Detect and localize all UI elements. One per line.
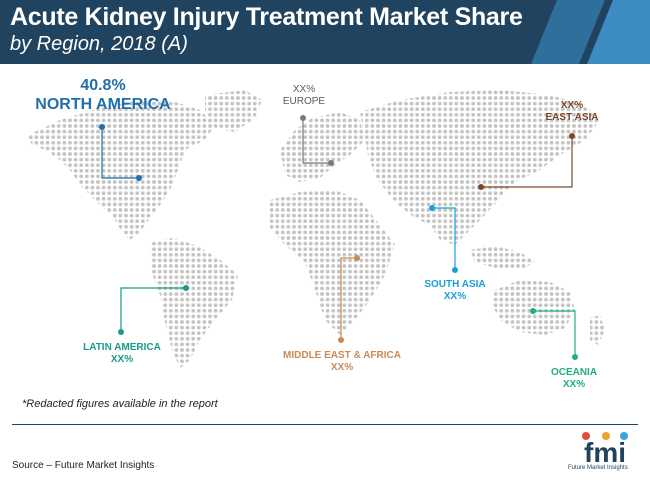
label-oceania: OCEANIA XX% bbox=[536, 367, 612, 391]
south-asia-marker bbox=[429, 205, 435, 211]
asia-landmass bbox=[360, 90, 600, 245]
africa-landmass bbox=[270, 190, 395, 335]
fmi-logo: fmi bbox=[566, 430, 644, 478]
south-asia-connector bbox=[432, 207, 456, 270]
north-america-landmass bbox=[28, 100, 215, 240]
east-asia-marker bbox=[478, 184, 484, 190]
north-america-connector bbox=[101, 127, 139, 179]
europe-landmass bbox=[280, 112, 365, 182]
latin-america-marker bbox=[118, 329, 124, 335]
logo-tagline: Future Market Insights bbox=[568, 465, 628, 471]
oceania-marker bbox=[530, 308, 536, 314]
oceania-landmass bbox=[492, 280, 575, 335]
east-asia-connector bbox=[481, 136, 573, 188]
south-asia-value: XX% bbox=[443, 291, 467, 302]
label-latin-america: LATIN AMERICA XX% bbox=[72, 342, 172, 366]
label-east-asia: XX% EAST ASIA bbox=[534, 100, 610, 124]
north-america-marker bbox=[136, 175, 142, 181]
oceania-value: XX% bbox=[562, 379, 586, 390]
north-america-marker bbox=[99, 124, 105, 130]
logo-dot bbox=[582, 432, 590, 440]
latin-america-value: XX% bbox=[110, 354, 134, 365]
north-america-name: NORTH AMERICA bbox=[35, 96, 171, 114]
divider bbox=[12, 424, 638, 425]
europe-name: EUROPE bbox=[282, 96, 326, 107]
source-text: Source – Future Market Insights bbox=[12, 460, 155, 471]
label-north-america: 40.8% NORTH AMERICA bbox=[30, 76, 176, 114]
new-zealand-landmass bbox=[590, 315, 605, 345]
europe-connector bbox=[302, 118, 331, 164]
europe-value: XX% bbox=[292, 84, 316, 95]
south-america-landmass bbox=[150, 238, 238, 368]
east-asia-marker bbox=[569, 133, 575, 139]
north-america-value: 40.8% bbox=[80, 77, 126, 94]
connectors bbox=[99, 115, 578, 360]
oceania-name: OCEANIA bbox=[550, 367, 598, 378]
redacted-note: *Redacted figures available in the repor… bbox=[22, 398, 218, 410]
east-asia-value: XX% bbox=[560, 100, 584, 111]
logo-dot bbox=[620, 432, 628, 440]
europe-marker bbox=[300, 115, 306, 121]
east-asia-name: EAST ASIA bbox=[545, 112, 599, 123]
label-south-asia: SOUTH ASIA XX% bbox=[412, 279, 498, 303]
page-subtitle: by Region, 2018 (A) bbox=[10, 33, 188, 55]
southeast-asia-landmass bbox=[470, 246, 535, 270]
middle-east-africa-connector bbox=[340, 257, 357, 340]
world-map bbox=[28, 90, 605, 368]
page-title: Acute Kidney Injury Treatment Market Sha… bbox=[10, 3, 523, 31]
south-asia-name: SOUTH ASIA bbox=[424, 279, 486, 290]
middle-east-africa-name: MIDDLE EAST & AFRICA bbox=[283, 350, 401, 361]
south-asia-marker bbox=[452, 267, 458, 273]
middle-east-africa-marker bbox=[338, 337, 344, 343]
oceania-marker bbox=[572, 354, 578, 360]
latin-america-marker bbox=[183, 285, 189, 291]
latin-america-name: LATIN AMERICA bbox=[83, 342, 161, 353]
europe-marker bbox=[328, 160, 334, 166]
middle-east-africa-value: XX% bbox=[330, 362, 354, 373]
continents bbox=[28, 90, 605, 368]
greenland-landmass bbox=[205, 90, 262, 132]
oceania-connector bbox=[533, 310, 576, 357]
latin-america-connector bbox=[120, 287, 186, 332]
logo-dot bbox=[602, 432, 610, 440]
middle-east-africa-marker bbox=[354, 255, 360, 261]
logo-wordmark: fmi bbox=[584, 437, 626, 468]
label-europe: XX% EUROPE bbox=[270, 84, 338, 108]
header-banner: Acute Kidney Injury Treatment Market Sha… bbox=[0, 0, 650, 64]
label-middle-east-africa: MIDDLE EAST & AFRICA XX% bbox=[274, 350, 410, 374]
